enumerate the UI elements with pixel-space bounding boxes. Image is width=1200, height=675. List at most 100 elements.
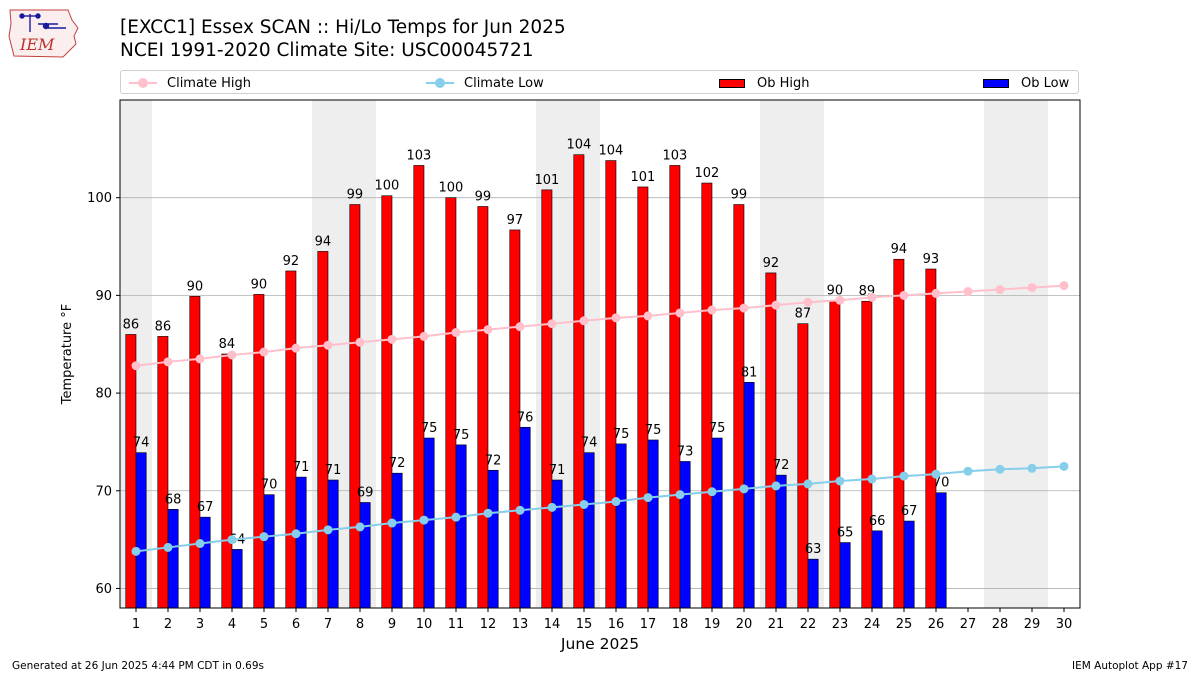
- x-tick-label: 7: [324, 617, 332, 632]
- point-climate-high: [739, 303, 749, 313]
- point-climate-high: [419, 331, 429, 341]
- x-tick-label: 30: [1056, 617, 1073, 632]
- point-climate-high: [323, 340, 333, 350]
- bar-label: 71: [293, 460, 310, 475]
- bar-label: 86: [123, 317, 140, 332]
- x-tick-label: 8: [356, 617, 364, 632]
- bar-label: 72: [485, 453, 502, 468]
- point-climate-high: [803, 297, 813, 307]
- point-climate-low: [195, 539, 205, 549]
- bar-label: 100: [374, 179, 399, 194]
- bar-ob-low: [391, 472, 403, 609]
- point-climate-low: [1027, 463, 1037, 473]
- point-climate-high: [867, 292, 877, 302]
- point-climate-low: [291, 529, 301, 539]
- bar-ob-high: [477, 206, 489, 609]
- bar-ob-high: [893, 258, 905, 609]
- bar-ob-high: [701, 182, 713, 609]
- y-tick-label: 100: [87, 191, 112, 206]
- point-climate-low: [323, 525, 333, 535]
- point-climate-low: [931, 469, 941, 479]
- bar-ob-low: [711, 437, 723, 609]
- bar-label: 70: [933, 476, 950, 491]
- bar-label: 65: [837, 526, 854, 541]
- y-axis-label: Temperature °F: [60, 304, 75, 405]
- bar-ob-high: [253, 294, 265, 609]
- point-climate-high: [355, 337, 365, 347]
- bar-ob-high: [765, 272, 777, 609]
- bar-label: 94: [891, 242, 908, 257]
- x-tick-label: 25: [896, 617, 913, 632]
- bar-label: 102: [694, 166, 719, 181]
- point-climate-high: [995, 285, 1005, 295]
- bar-label: 104: [598, 144, 623, 159]
- x-axis-label: June 2025: [560, 635, 639, 653]
- bar-label: 94: [315, 234, 332, 249]
- chart-title: [EXCC1] Essex SCAN :: Hi/Lo Temps for Ju…: [120, 17, 566, 38]
- point-climate-low: [387, 518, 397, 528]
- chart-subtitle: NCEI 1991-2020 Climate Site: USC00045721: [120, 40, 534, 61]
- y-tick-label: 90: [95, 289, 112, 304]
- x-tick-label: 26: [928, 617, 945, 632]
- legend-label-climate-high: Climate High: [167, 75, 252, 91]
- bar-label: 90: [251, 277, 268, 292]
- bar-label: 101: [630, 170, 655, 185]
- bar-label: 67: [197, 500, 214, 515]
- bar-label: 74: [133, 436, 150, 451]
- bar-ob-low: [455, 444, 467, 609]
- legend-swatch-ob-high: [719, 78, 745, 88]
- point-climate-high: [547, 319, 557, 329]
- point-climate-high: [451, 328, 461, 338]
- x-tick-label: 17: [640, 617, 657, 632]
- bar-label: 104: [566, 138, 591, 153]
- point-climate-low: [451, 512, 461, 522]
- point-climate-low: [355, 522, 365, 532]
- bar-ob-low: [871, 530, 883, 609]
- bar-label: 87: [795, 307, 812, 322]
- x-tick-label: 19: [704, 617, 721, 632]
- legend-swatch-climate-high: [129, 74, 157, 92]
- bar-ob-low: [167, 509, 179, 609]
- point-climate-high: [1059, 281, 1069, 291]
- point-climate-high: [515, 322, 525, 332]
- x-tick-label: 11: [448, 617, 465, 632]
- x-tick-label: 20: [736, 617, 753, 632]
- point-climate-high: [675, 308, 685, 318]
- line-climate-low: [135, 465, 1065, 553]
- bar-label: 86: [155, 319, 172, 334]
- bar-ob-high: [605, 160, 617, 609]
- bar-ob-high: [733, 204, 745, 609]
- x-tick-label: 14: [544, 617, 561, 632]
- x-tick-label: 16: [608, 617, 625, 632]
- bar-ob-high: [349, 204, 361, 609]
- bar-ob-low: [487, 469, 499, 609]
- bar-ob-high: [573, 154, 585, 609]
- bar-label: 99: [731, 188, 748, 203]
- point-climate-low: [547, 502, 557, 512]
- bar-ob-low: [903, 520, 915, 609]
- bar-ob-low: [935, 492, 947, 609]
- point-climate-low: [803, 479, 813, 489]
- bar-ob-low: [359, 502, 371, 609]
- point-climate-high: [643, 311, 653, 321]
- legend-swatch-climate-low: [426, 74, 454, 92]
- x-tick-label: 3: [196, 617, 204, 632]
- point-climate-low: [707, 487, 717, 497]
- x-tick-label: 2: [164, 617, 172, 632]
- x-tick-label: 22: [800, 617, 817, 632]
- point-climate-low: [835, 476, 845, 486]
- legend-item-climate-low: Climate Low: [426, 74, 544, 92]
- bar-label: 99: [475, 189, 492, 204]
- x-tick-label: 28: [992, 617, 1009, 632]
- point-climate-low: [963, 466, 973, 476]
- bar-ob-high: [541, 189, 553, 609]
- point-climate-low: [739, 484, 749, 494]
- logo-text: IEM: [19, 35, 55, 54]
- bar-ob-low: [775, 474, 787, 609]
- bar-label: 90: [187, 279, 204, 294]
- x-tick-label: 24: [864, 617, 881, 632]
- bar-label: 66: [869, 514, 886, 529]
- x-tick-label: 29: [1024, 617, 1041, 632]
- bar-label: 70: [261, 478, 278, 493]
